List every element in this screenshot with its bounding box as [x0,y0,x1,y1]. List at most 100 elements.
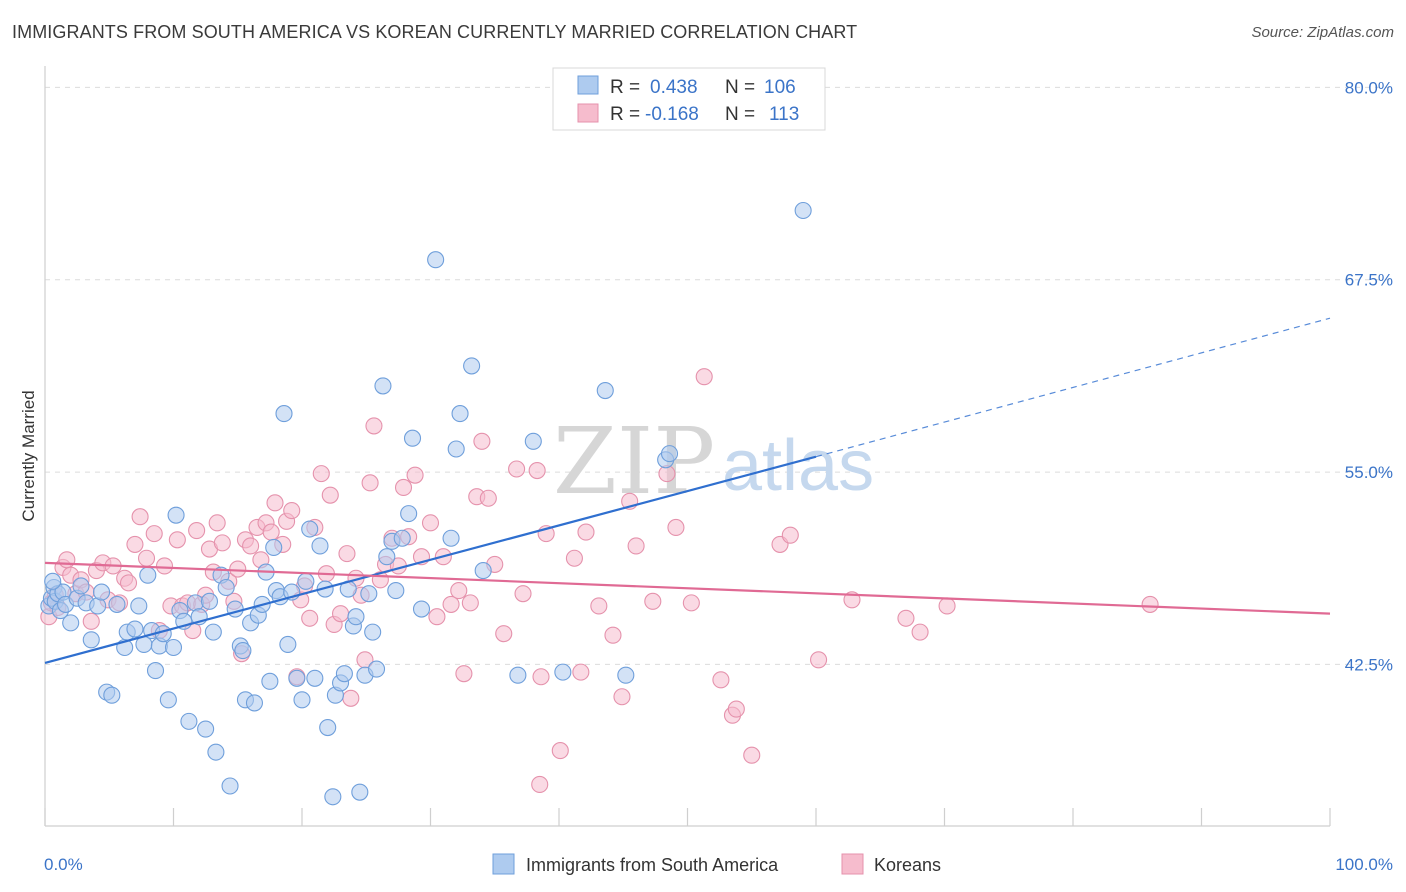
koreans-point [727,700,745,718]
legend-swatch-blue [577,75,599,95]
koreans-point [479,489,497,507]
watermark-atlas: atlas [722,426,874,506]
south-america-point [374,377,392,395]
south-america-point [180,712,198,730]
koreans-point [137,549,156,567]
legend-swatch-pink [577,103,599,123]
koreans-point [551,742,569,760]
koreans-point [644,592,662,610]
south-america-point [403,429,422,447]
south-america-point [335,665,353,683]
koreans-point [229,560,247,578]
koreans-point [514,585,532,603]
south-america-point [108,595,126,613]
koreans-point [213,534,231,552]
y-axis-label: Currently Married [19,390,38,521]
south-america-point [474,562,492,580]
south-america-point [393,529,411,547]
y-tick-labels: 80.0% 67.5% 55.0% 42.5% [1345,78,1393,674]
axes [44,66,1331,827]
south-america-point [275,405,293,423]
koreans-point [695,368,713,386]
koreans-point [342,689,360,707]
x-tick-label-0: 0.0% [44,855,83,874]
koreans-point [321,486,339,504]
legend-r-label-blue: R = [610,77,640,98]
koreans-point [461,594,479,612]
south-america-point [103,686,121,704]
koreans-point [473,432,491,450]
legend-n-label-blue: N = [725,77,755,98]
koreans-point [450,582,468,600]
south-america-point [293,691,311,709]
koreans-point [911,623,929,641]
koreans-point [262,523,280,541]
south-america-point [412,600,431,618]
south-america-point [364,623,382,641]
south-america-point [378,548,396,566]
koreans-point [168,531,186,549]
south-america-point [524,432,542,450]
koreans-point [938,597,956,615]
bottom-legend-swatch-blue [492,853,515,875]
south-america-point [44,572,62,590]
south-america-point [367,660,386,678]
south-america-point [164,638,183,657]
koreans-point [1141,595,1159,613]
chart-title: IMMIGRANTS FROM SOUTH AMERICA VS KOREAN … [12,22,858,42]
south-america-point [200,592,219,610]
koreans-point [572,663,590,681]
south-america-point [463,357,481,375]
south-america-point [234,642,252,660]
koreans-point [266,494,284,512]
koreans-point [406,466,424,484]
koreans-point [82,612,100,630]
x-tick-labels: 0.0% 100.0% [44,855,1393,874]
koreans-point [627,537,645,555]
legend-r-value-pink: -0.168 [645,104,699,125]
koreans-point [712,671,730,689]
koreans-point [531,775,549,794]
bottom-legend-label-blue: Immigrants from South America [526,855,779,875]
koreans-point [126,535,144,553]
koreans-point [145,525,163,543]
koreans-point [283,502,301,520]
south-america-point [617,666,635,684]
south-america-point [554,663,572,681]
south-america-point [660,445,679,463]
south-america-point [159,691,177,709]
trend-lines [44,317,1331,664]
y-tick-label-2: 55.0% [1345,463,1393,482]
legend-r-label-pink: R = [610,104,640,125]
koreans-point [508,460,526,478]
south-america-point [596,381,614,400]
koreans-point [155,557,174,575]
grid-lines [45,86,1394,665]
legend-n-value-blue: 106 [764,77,796,98]
koreans-point [394,478,413,497]
south-america-trend-line [44,455,817,664]
koreans-point [119,574,138,592]
south-america-point [146,662,165,680]
south-america-point [400,505,418,523]
koreans-point [428,608,446,626]
koreans-point [312,465,330,483]
bottom-legend: Immigrants from South America Koreans [492,853,941,875]
south-america-point [261,672,279,690]
koreans-point [442,595,460,613]
south-america-point [306,669,324,687]
south-america-point [207,743,225,761]
legend-r-value-blue: 0.438 [650,77,698,98]
south-america-point [265,538,283,557]
koreans-point [743,746,761,764]
y-tick-label-1: 67.5% [1345,271,1393,290]
south-america-point [297,572,315,590]
source-label: Source: ZipAtlas.com [1251,24,1394,41]
legend-n-label-pink: N = [725,104,755,125]
south-america-point [279,635,297,653]
south-america-point [324,788,342,806]
south-america-point [319,718,337,737]
koreans-point [421,514,440,532]
south-america-point [72,577,90,595]
